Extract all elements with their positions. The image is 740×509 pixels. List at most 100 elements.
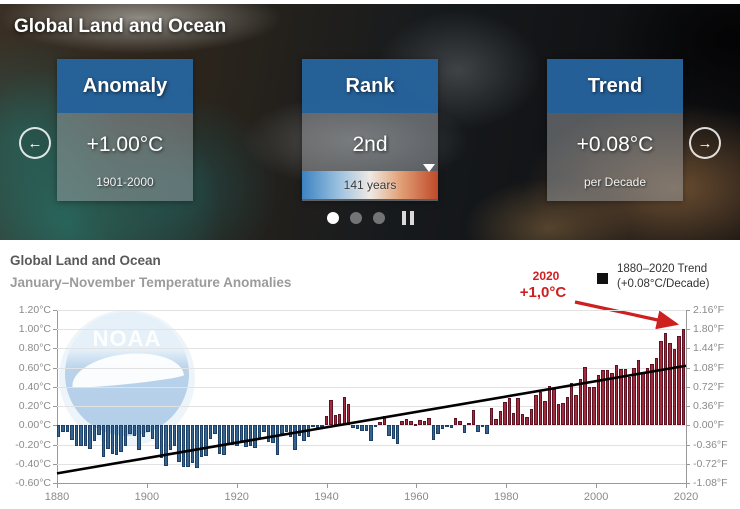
noaa-logo-watermark: NOAA [59, 310, 195, 446]
x-tick-label: 2000 [583, 491, 609, 503]
card-anomaly[interactable]: Anomaly +1.00°C 1901-2000 [57, 59, 193, 201]
carousel-dot-2[interactable] [349, 212, 362, 224]
anomaly-bar-2012 [645, 367, 650, 426]
anomaly-bar-2020 [681, 329, 685, 426]
next-button[interactable]: → [689, 127, 721, 159]
card-anomaly-header: Anomaly [57, 59, 193, 113]
chart-title: Global Land and Ocean [10, 253, 161, 268]
anomaly-bar-1978 [494, 418, 498, 426]
card-anomaly-body: +1.00°C 1901-2000 [57, 113, 193, 201]
anomaly-bar-1902 [155, 425, 159, 450]
anomaly-bar-1972 [467, 423, 471, 426]
y-tick-mark [686, 329, 690, 331]
anomaly-bar-1959 [409, 421, 413, 426]
anomaly-bar-1888 [92, 425, 97, 441]
anomaly-bar-1989 [543, 401, 547, 426]
y-tick-label-fahrenheit: -0.72°F [693, 457, 728, 470]
anomaly-bar-2016 [663, 333, 668, 426]
y-tick-mark [686, 483, 690, 484]
anomaly-bar-1886 [83, 425, 88, 446]
anomaly-bar-1898 [137, 425, 141, 451]
anomaly-bar-1970 [458, 421, 462, 426]
card-trend-header: Trend [547, 59, 683, 113]
anomaly-bar-2004 [610, 373, 614, 426]
gridline [57, 329, 686, 331]
anomaly-bar-1968 [449, 425, 454, 429]
anomaly-bar-1892 [110, 425, 114, 455]
prev-button[interactable]: ← [19, 127, 51, 159]
anomaly-bar-1983 [516, 398, 520, 426]
anomaly-bar-1957 [400, 420, 404, 426]
anomaly-bar-1897 [132, 425, 137, 436]
x-tick-label: 1880 [44, 491, 70, 503]
anomaly-bar-1940 [324, 415, 329, 426]
anomaly-bar-1931 [284, 425, 288, 433]
anomaly-bar-chart: NOAA 1.20°C 2.16°F 1.00°C 1.80°F 0.80°C 1.44°… [15, 304, 727, 503]
anomaly-bar-1927 [266, 425, 271, 442]
anomaly-bar-2002 [601, 369, 605, 426]
gridline [57, 367, 686, 369]
anomaly-bar-1973 [471, 409, 476, 426]
card-trend[interactable]: Trend +0.08°C per Decade [547, 59, 683, 201]
y-tick-mark [53, 329, 57, 331]
anomaly-bar-1895 [123, 425, 128, 447]
y-tick-label-celsius: 0.60°C [18, 361, 51, 374]
anomaly-bar-1961 [418, 419, 422, 426]
trend-legend-swatch-icon [597, 273, 608, 284]
anomaly-bar-1948 [360, 425, 364, 432]
arrow-right-icon: → [697, 134, 713, 152]
anomaly-bar-1962 [422, 421, 427, 426]
y-tick-label-celsius: -0.40°C [15, 457, 51, 470]
anomaly-bar-1996 [574, 394, 578, 426]
anomaly-bar-1951 [373, 425, 378, 428]
y-tick-label-fahrenheit: 0.72°F [693, 380, 725, 393]
y-tick-label-fahrenheit: 0.36°F [693, 400, 725, 413]
anomaly-bar-1964 [431, 425, 436, 440]
carousel-dot-1[interactable] [326, 212, 339, 224]
anomaly-bar-1930 [280, 425, 284, 434]
anomaly-bar-2013 [650, 363, 654, 426]
y-tick-label-fahrenheit: 1.44°F [693, 342, 725, 355]
anomaly-bar-1988 [538, 391, 543, 426]
anomaly-bar-1958 [404, 418, 409, 426]
anomaly-bar-1896 [128, 425, 132, 434]
card-rank[interactable]: Rank 2nd 141 years [302, 59, 438, 201]
x-tick-label: 1960 [404, 491, 429, 503]
anomaly-bar-2017 [668, 342, 672, 426]
y-tick-mark [53, 386, 57, 388]
y-tick-mark [53, 483, 57, 484]
anomaly-bar-1890 [101, 425, 106, 458]
pause-button[interactable] [401, 211, 414, 225]
anomaly-bar-1955 [391, 425, 396, 439]
y-tick-mark [53, 367, 57, 369]
anomaly-bar-2015 [659, 340, 663, 426]
card-rank-body: 2nd 141 years [302, 113, 438, 201]
card-trend-body: +0.08°C per Decade [547, 113, 683, 201]
anomaly-bar-1935 [302, 425, 306, 441]
anomaly-bar-2008 [628, 377, 632, 426]
x-tick-mark [236, 484, 238, 488]
anomaly-bar-2001 [596, 375, 601, 426]
x-tick-mark [57, 484, 58, 488]
anomaly-bar-1982 [512, 412, 516, 426]
anomaly-bar-1992 [556, 404, 561, 426]
y-tick-mark [686, 406, 690, 408]
gridline [57, 444, 686, 446]
anomaly-bar-1908 [181, 425, 186, 467]
satellite-banner: Global Land and Ocean Anomaly +1.00°C 19… [0, 4, 740, 240]
anomaly-bar-1937 [311, 425, 315, 428]
anomaly-bar-1922 [244, 425, 248, 448]
anomaly-bar-1998 [583, 366, 587, 426]
anomaly-bar-1903 [159, 425, 164, 458]
gridline [57, 348, 686, 350]
anomaly-bar-1881 [61, 425, 65, 433]
anomaly-bar-1887 [88, 425, 92, 450]
anomaly-bar-1949 [364, 425, 369, 432]
y-tick-label-celsius: -0.20°C [15, 438, 51, 451]
anomaly-bar-1923 [248, 425, 253, 446]
x-tick-label: 1940 [314, 491, 339, 503]
anomaly-bar-1995 [570, 383, 574, 426]
carousel-dot-3[interactable] [372, 212, 385, 224]
anomaly-bar-1963 [427, 417, 431, 426]
anomaly-bar-1904 [164, 425, 168, 466]
